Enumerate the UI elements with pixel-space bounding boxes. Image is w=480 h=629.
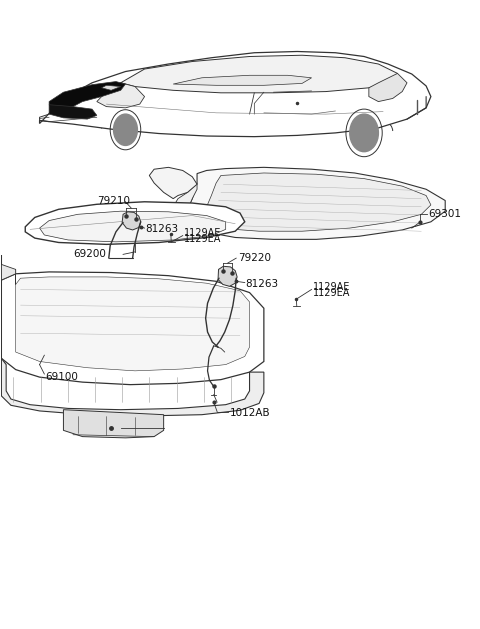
Polygon shape bbox=[49, 82, 125, 110]
Text: 81263: 81263 bbox=[145, 225, 179, 235]
Polygon shape bbox=[97, 83, 144, 108]
Polygon shape bbox=[25, 202, 245, 244]
Polygon shape bbox=[102, 86, 120, 91]
Text: 1129EA: 1129EA bbox=[184, 235, 221, 244]
Polygon shape bbox=[202, 173, 431, 231]
Polygon shape bbox=[122, 212, 141, 230]
Text: 79220: 79220 bbox=[238, 252, 271, 262]
Polygon shape bbox=[39, 211, 226, 242]
Text: 1129EA: 1129EA bbox=[313, 288, 350, 298]
Circle shape bbox=[114, 114, 137, 145]
Polygon shape bbox=[218, 266, 237, 286]
Polygon shape bbox=[1, 255, 264, 385]
Text: 79210: 79210 bbox=[97, 196, 130, 206]
Polygon shape bbox=[149, 167, 197, 199]
Polygon shape bbox=[16, 269, 250, 371]
Polygon shape bbox=[188, 167, 445, 240]
Polygon shape bbox=[63, 409, 164, 438]
Text: 81263: 81263 bbox=[246, 279, 279, 289]
Polygon shape bbox=[1, 255, 16, 280]
Text: 69301: 69301 bbox=[429, 209, 461, 220]
Circle shape bbox=[350, 114, 378, 152]
Text: 1129AE: 1129AE bbox=[313, 282, 350, 292]
Polygon shape bbox=[173, 75, 312, 86]
Polygon shape bbox=[173, 183, 197, 218]
Text: 1012AB: 1012AB bbox=[229, 408, 270, 418]
Text: 1129AE: 1129AE bbox=[184, 228, 221, 238]
Polygon shape bbox=[39, 52, 431, 136]
Polygon shape bbox=[120, 55, 397, 93]
Polygon shape bbox=[49, 104, 97, 119]
Polygon shape bbox=[369, 74, 407, 102]
Text: 69100: 69100 bbox=[45, 372, 78, 382]
Polygon shape bbox=[1, 359, 264, 416]
Text: 69200: 69200 bbox=[73, 249, 107, 259]
